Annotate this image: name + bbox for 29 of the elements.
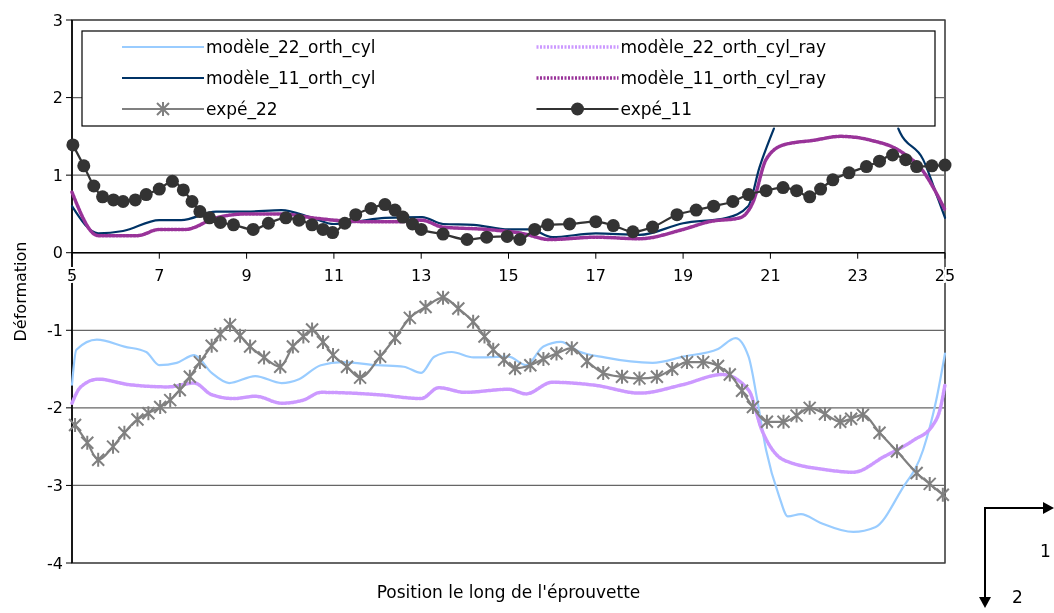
x-tick-label: 15 xyxy=(498,265,519,285)
y-tick-label: -2 xyxy=(47,398,63,418)
legend-label: expé_11 xyxy=(620,98,693,120)
y-tick-label: 2 xyxy=(52,88,63,108)
x-tick-label: 21 xyxy=(760,265,781,285)
x-tick-label: 17 xyxy=(585,265,606,285)
x-tick-label: 23 xyxy=(847,265,868,285)
x-tick-label: 7 xyxy=(154,265,165,285)
line-series xyxy=(70,372,947,474)
x-tick-label: 19 xyxy=(672,265,694,285)
legend-label: expé_22 xyxy=(206,98,278,120)
y-tick-label: -4 xyxy=(47,553,63,573)
legend-label: modèle_11_orth_cyl xyxy=(206,67,376,89)
y-tick-label: -3 xyxy=(47,476,63,496)
x-tick-label: 9 xyxy=(241,265,252,285)
y-tick-label: 1 xyxy=(52,165,63,185)
x-tick-label: 13 xyxy=(411,265,432,285)
text: 2 xyxy=(1012,587,1023,607)
y-tick-label: 3 xyxy=(52,10,63,30)
x-tick-label: 11 xyxy=(323,265,345,285)
legend-label: modèle_22_orth_cyl xyxy=(206,36,376,58)
legend-label: modèle_22_orth_cyl_ray xyxy=(620,36,826,58)
y-tick-label: -1 xyxy=(47,320,63,340)
legend-label: modèle_11_orth_cyl_ray xyxy=(620,67,826,89)
y-axis-title: Déformation xyxy=(11,241,30,342)
y-tick-label: 0 xyxy=(52,243,63,263)
line-series xyxy=(70,336,947,534)
text: 1 xyxy=(1040,541,1051,561)
x-axis-title: Position le long de l'éprouvette xyxy=(376,582,641,602)
